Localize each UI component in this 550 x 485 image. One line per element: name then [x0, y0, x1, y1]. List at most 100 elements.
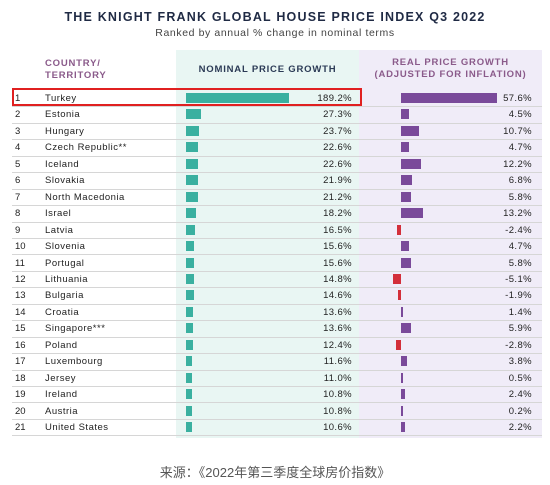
- table-row: 9 Latvia 16.5% -2.4%: [12, 222, 542, 239]
- table-row: 1 Turkey 189.2% 57.6%: [12, 90, 542, 108]
- nominal-header: NOMINAL PRICE GROWTH: [198, 64, 337, 75]
- table-row: 7 North Macedonia 21.2% 5.8%: [12, 189, 542, 207]
- real-header-line2: (ADJUSTED FOR INFLATION): [374, 69, 527, 80]
- real-value-label: 1.4%: [508, 306, 532, 318]
- table-row: 8 Israel 18.2% 13.2%: [12, 205, 542, 223]
- real-value-label: 4.7%: [508, 142, 532, 154]
- nominal-bar: [186, 175, 198, 186]
- nominal-bar: [186, 306, 194, 317]
- nominal-value-label: 27.3%: [323, 109, 352, 121]
- table-row: 4 Czech Republic** 22.6% 4.7%: [12, 139, 542, 157]
- rank-label: 14: [15, 306, 26, 318]
- country-label: Slovenia: [45, 241, 86, 253]
- table-row: 12 Lithuania 14.8% -5.1%: [12, 271, 542, 289]
- real-value-label: 4.7%: [508, 241, 532, 253]
- real-value-label: 5.8%: [508, 257, 532, 269]
- nominal-bar: [186, 372, 192, 383]
- country-header-line1: COUNTRY/: [45, 58, 101, 69]
- real-header: REAL PRICE GROWTH (ADJUSTED FOR INFLATIO…: [359, 57, 542, 81]
- real-value-label: 6.8%: [508, 175, 532, 187]
- nominal-bar: [186, 208, 196, 219]
- real-bar: [401, 306, 404, 317]
- real-value-label: -1.9%: [505, 290, 532, 302]
- rank-label: 13: [15, 290, 26, 302]
- real-value-label: 3.8%: [508, 356, 532, 368]
- country-label: Lithuania: [45, 273, 89, 285]
- real-bar: [401, 142, 409, 153]
- nominal-value-label: 16.5%: [323, 224, 352, 236]
- table-row: 3 Hungary 23.7% 10.7%: [12, 123, 542, 141]
- rank-label: 6: [15, 175, 21, 187]
- rank-label: 7: [15, 191, 21, 203]
- real-value-label: -5.1%: [505, 273, 532, 285]
- nominal-bar: [186, 389, 192, 400]
- real-bar: [401, 405, 403, 416]
- rank-label: 10: [15, 241, 26, 253]
- real-bar: [401, 208, 423, 219]
- nominal-value-label: 11.6%: [323, 356, 352, 368]
- nominal-value-label: 10.6%: [323, 422, 352, 433]
- rank-label: 19: [15, 389, 26, 401]
- nominal-bar: [186, 422, 192, 432]
- nominal-bar: [186, 191, 198, 202]
- real-bar: [401, 191, 411, 202]
- nominal-value-label: 13.6%: [323, 323, 352, 335]
- real-bar: [401, 323, 411, 334]
- country-label: Austria: [45, 405, 79, 417]
- rank-label: 21: [15, 422, 26, 433]
- real-bar: [392, 273, 401, 284]
- nominal-value-label: 22.6%: [323, 142, 352, 154]
- real-bar: [401, 372, 403, 383]
- table-row: 18 Jersey 11.0% 0.5%: [12, 370, 542, 388]
- real-bar: [397, 224, 401, 235]
- real-value-label: 5.9%: [508, 323, 532, 335]
- table-row: 16 Poland 12.4% -2.8%: [12, 337, 542, 355]
- nominal-bar: [186, 142, 199, 153]
- real-bar: [401, 241, 409, 252]
- nominal-bar: [186, 158, 199, 169]
- rank-label: 11: [15, 257, 25, 269]
- nominal-value-label: 22.6%: [323, 158, 352, 170]
- nominal-value-label: 15.6%: [323, 257, 352, 269]
- rank-label: 18: [15, 372, 26, 384]
- real-bar: [401, 175, 413, 186]
- real-bar: [401, 422, 405, 432]
- nominal-bar: [186, 323, 194, 334]
- highlight-box: [12, 88, 362, 106]
- table-row: 19 Ireland 10.8% 2.4%: [12, 386, 542, 404]
- country-label: Latvia: [45, 224, 74, 236]
- table-row: 20 Austria 10.8% 0.2%: [12, 403, 542, 420]
- nominal-bar: [186, 273, 195, 284]
- real-value-label: 13.2%: [503, 208, 532, 220]
- nominal-bar: [186, 241, 195, 252]
- rank-label: 1: [15, 93, 21, 104]
- nominal-bar: [186, 356, 193, 367]
- country-label: Portugal: [45, 257, 85, 269]
- nominal-value-label: 189.2%: [317, 93, 352, 104]
- table-row: 6 Slovakia 21.9% 6.8%: [12, 172, 542, 190]
- nominal-value-label: 15.6%: [323, 241, 352, 253]
- rank-label: 9: [15, 224, 21, 236]
- nominal-bar: [186, 290, 194, 301]
- real-value-label: 57.6%: [503, 93, 532, 104]
- country-label: United States: [45, 422, 109, 433]
- real-bar: [401, 389, 405, 400]
- rank-label: 20: [15, 405, 26, 417]
- real-bar: [401, 257, 411, 268]
- nominal-value-label: 13.6%: [323, 306, 352, 318]
- rank-label: 16: [15, 339, 26, 351]
- country-label: Estonia: [45, 109, 81, 121]
- country-label: Ireland: [45, 389, 78, 401]
- real-bar: [401, 356, 408, 367]
- table-row: 5 Iceland 22.6% 12.2%: [12, 156, 542, 174]
- real-value-label: 0.5%: [508, 372, 532, 384]
- nominal-bar: [186, 224, 195, 235]
- country-label: North Macedonia: [45, 191, 125, 203]
- rank-label: 8: [15, 208, 21, 220]
- table-row: 21 United States 10.6% 2.2%: [12, 419, 542, 437]
- nominal-value-label: 11.0%: [323, 372, 352, 384]
- country-label: Luxembourg: [45, 356, 103, 368]
- table-row: 10 Slovenia 15.6% 4.7%: [12, 238, 542, 256]
- real-value-label: 2.2%: [508, 422, 532, 433]
- country-header-line2: TERRITORY: [45, 70, 107, 81]
